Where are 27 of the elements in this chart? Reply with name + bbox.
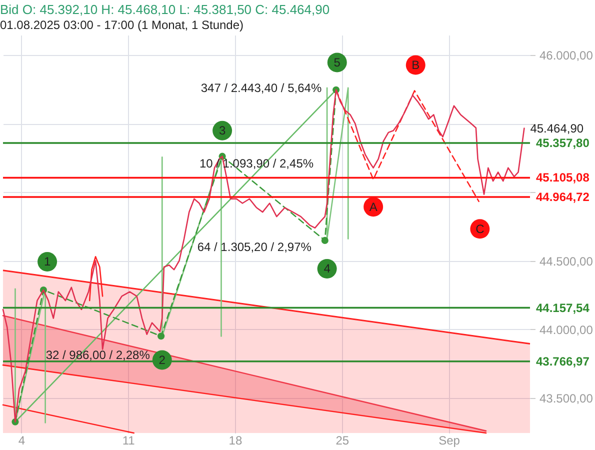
- chart-title: Bid O: 45.392,10 H: 45.468,10 L: 45.381,50 C: 45.464,90: [0, 2, 330, 17]
- ref-line-label: 45.357,80: [536, 136, 590, 150]
- annotation: C: [476, 222, 485, 236]
- x-tick-label: 18: [228, 434, 242, 448]
- y-tick-label: 44.000,00: [540, 322, 594, 337]
- x-tick-label: 11: [122, 434, 136, 448]
- annotation: 3: [218, 124, 226, 138]
- annotation: 347 / 2.443,40 / 5,64%: [200, 80, 322, 95]
- y-tick-label: 46.000,00: [540, 48, 594, 62]
- ref-line-label: 44.964,72: [536, 190, 590, 204]
- annotation: 1: [44, 254, 51, 269]
- ref-line-label: 43.766,97: [536, 354, 590, 368]
- ref-line-label: 45.105,08: [536, 170, 590, 185]
- x-tick-label: 4: [18, 434, 26, 448]
- annotation: 4: [324, 262, 331, 276]
- y-tick-label: 44.500,00: [540, 254, 594, 268]
- x-tick-label: 25: [336, 434, 350, 448]
- annotation: 64 / 1.305,20 / 2,97%: [197, 240, 312, 254]
- annotation: 45.464,90: [530, 121, 584, 136]
- y-tick-label: 43.500,00: [540, 392, 594, 406]
- annotation: A: [369, 200, 378, 214]
- annotation: 5: [334, 55, 341, 70]
- annotation: B: [412, 58, 420, 72]
- annotation: 2: [158, 352, 166, 367]
- chart-subtitle: 01.08.2025 03:00 - 17:00 (1 Monat, 1 Stunde): [0, 18, 244, 32]
- ref-line-label: 44.157,54: [536, 300, 590, 315]
- x-tick-label: Sep: [438, 434, 460, 448]
